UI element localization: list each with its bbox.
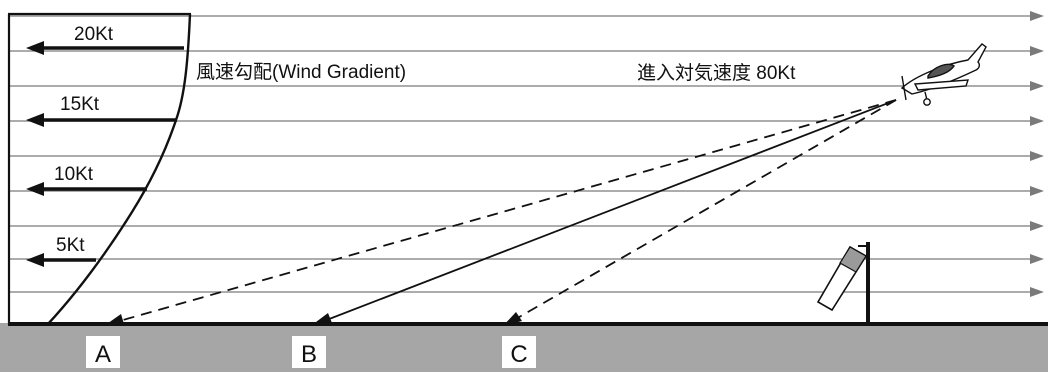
- touchdown-point-b: B: [292, 336, 326, 368]
- wind-label-20kt: 20Kt: [74, 24, 114, 45]
- approach-path-c-dashed: [513, 99, 897, 321]
- wind-streamlines: [10, 11, 1044, 297]
- touchdown-label-b: B: [301, 341, 317, 368]
- wind-label-15kt: 15Kt: [60, 94, 100, 115]
- wind-arrow-5kt: [26, 253, 96, 267]
- wind-label-5kt: 5Kt: [56, 235, 85, 256]
- approach-airspeed-label: 進入対気速度 80Kt: [637, 62, 796, 84]
- approach-path-b-arrowhead: [312, 313, 332, 325]
- wind-arrow-20kt: [26, 41, 184, 55]
- approach-path-b-solid: [323, 99, 897, 322]
- touchdown-point-c: C: [502, 336, 536, 368]
- touchdown-label-c: C: [510, 341, 527, 368]
- touchdown-label-a: A: [95, 341, 111, 368]
- aircraft-icon: [900, 43, 987, 106]
- touchdown-point-a: A: [86, 336, 120, 368]
- wind-arrow-15kt: [26, 113, 177, 127]
- windsock-icon: [816, 242, 870, 324]
- wind-gradient-curve: [47, 13, 192, 325]
- approach-path-a-arrowhead: [104, 314, 124, 326]
- approach-path-c-arrowhead: [503, 312, 522, 326]
- wind-gradient-title: 風速勾配(Wind Gradient): [196, 61, 406, 83]
- wind-label-10kt: 10Kt: [54, 164, 94, 185]
- wind-arrow-10kt: [26, 182, 147, 196]
- approach-path-a-dashed: [115, 99, 897, 323]
